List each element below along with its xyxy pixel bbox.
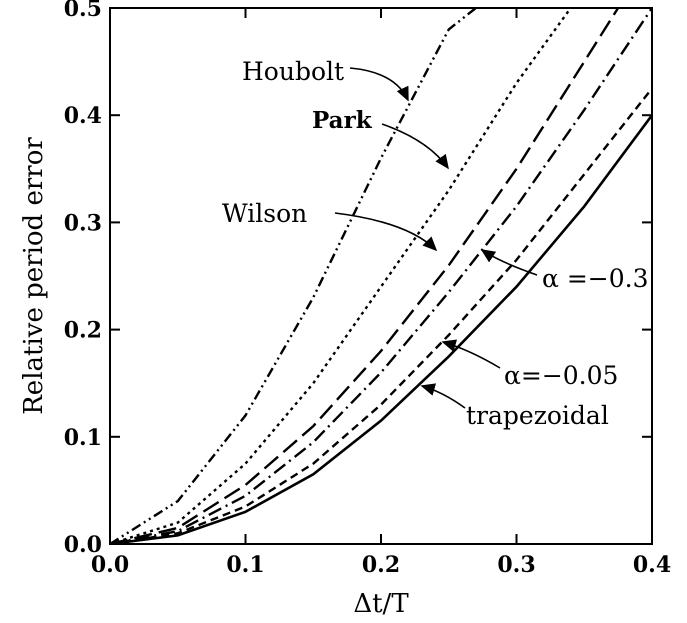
y-tick-label: 0.2	[64, 318, 102, 344]
series-line-park	[110, 8, 572, 544]
series-line-wilson	[110, 8, 620, 544]
y-tick-label: 0.5	[64, 0, 102, 22]
x-tick-label: 0.2	[362, 552, 400, 578]
annotation-wilson: Wilson	[222, 199, 307, 228]
annotation-arrow	[381, 123, 449, 170]
y-tick-label: 0.4	[64, 103, 102, 129]
x-tick-label: 0.3	[497, 552, 535, 578]
annotation-trapezoidal: trapezoidal	[466, 401, 609, 430]
series-line-houbolt	[110, 8, 477, 544]
annotation-arrow	[441, 339, 501, 369]
annotation-park: Park	[312, 107, 373, 134]
annotation--0-3: α =−0.3	[542, 264, 648, 293]
annotation-arrow	[480, 249, 538, 276]
annotations: Houbolt Park Wilson α =−0.3 α=−0.05 trapezoid…	[222, 57, 648, 430]
series-line-trapezoidal	[110, 114, 652, 544]
annotation-arrow	[420, 383, 466, 409]
annotation-houbolt: Houbolt	[242, 57, 344, 86]
y-tick-label: 0.3	[64, 210, 102, 236]
annotation-arrow	[349, 67, 409, 102]
series-line--0-05	[110, 87, 652, 544]
x-tick-label: 0.0	[91, 552, 129, 578]
annotation--0-05: α=−0.05	[504, 361, 618, 390]
axis-ticks: 0.0 0.1 0.2 0.3 0.4 0.0 0.1 0.2 0.3 0.4 0.5	[64, 0, 671, 578]
y-tick-label: 0.1	[64, 425, 102, 451]
x-tick-label: 0.1	[226, 552, 264, 578]
x-tick-label: 0.4	[633, 552, 671, 578]
y-tick-label: 0.0	[64, 532, 102, 558]
series-lines	[110, 8, 652, 544]
annotation-arrow	[334, 212, 438, 252]
y-axis-title: Relative period error	[19, 137, 49, 415]
x-axis-title: Δt/T	[353, 589, 409, 619]
